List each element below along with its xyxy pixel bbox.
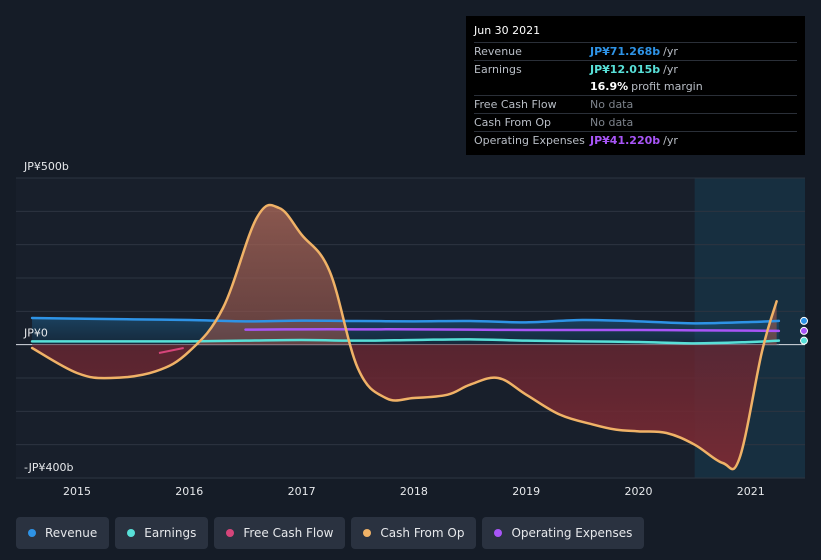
legend-dot: [494, 529, 503, 537]
x-axis-labels: 2015 2016 2017 2018 2019 2020 2021: [63, 485, 765, 498]
legend-label: Free Cash Flow: [243, 526, 334, 540]
tooltip-label: Cash From Op: [474, 116, 552, 129]
cash-from-op-area-negative: [32, 344, 777, 470]
legend-item-cash-from-op[interactable]: Cash From Op: [351, 517, 477, 549]
y-tick-label: JP¥0: [23, 327, 48, 340]
earnings-end-marker: [800, 336, 808, 345]
tooltip-row-revenue: Revenue JP¥71.268b /yr: [474, 43, 797, 61]
tooltip-value: No data: [590, 98, 634, 111]
tooltip-label: Earnings: [474, 63, 522, 76]
legend-label: Cash From Op: [380, 526, 465, 540]
legend-dot: [127, 529, 136, 537]
x-tick-label: 2016: [175, 485, 203, 498]
tooltip-row-operating-expenses: Operating Expenses JP¥41.220b /yr: [474, 132, 797, 149]
tooltip-date: Jun 30 2021: [474, 22, 797, 43]
free-cash-flow-segment: [158, 347, 184, 354]
revenue-line: [30, 316, 781, 325]
x-tick-label: 2020: [625, 485, 653, 498]
tooltip-row-earnings: Earnings JP¥12.015b /yr: [474, 61, 797, 78]
legend-label: Revenue: [45, 526, 98, 540]
legend-dot: [28, 529, 36, 537]
cash-from-op-line: [30, 203, 778, 471]
legend-item-revenue[interactable]: Revenue: [16, 517, 110, 549]
tooltip-value: JP¥12.015b: [590, 63, 661, 76]
legend-item-operating-expenses[interactable]: Operating Expenses: [482, 517, 645, 549]
revenue-end-marker: [800, 316, 808, 325]
legend-label: Operating Expenses: [511, 526, 633, 540]
legend-dot: [226, 529, 235, 537]
tooltip-unit: profit margin: [631, 80, 703, 93]
series-lines: [30, 203, 808, 471]
y-tick-label: JP¥500b: [23, 160, 69, 173]
tooltip-label: Free Cash Flow: [474, 98, 557, 111]
x-tick-label: 2017: [288, 485, 316, 498]
x-tick-label: 2019: [512, 485, 540, 498]
tooltip-label: [474, 78, 590, 95]
operating-expenses-line: [244, 328, 781, 333]
tooltip-row-cash-from-op: Cash From Op No data: [474, 114, 797, 132]
earnings-line: [30, 338, 781, 345]
legend-dot: [363, 529, 372, 537]
tooltip-row-free-cash-flow: Free Cash Flow No data: [474, 96, 797, 114]
tooltip-value: JP¥71.268b: [590, 45, 661, 58]
tooltip-unit: /yr: [663, 45, 678, 58]
tooltip-label: Revenue: [474, 45, 522, 58]
tooltip-unit: /yr: [663, 134, 678, 147]
legend-item-earnings[interactable]: Earnings: [115, 517, 209, 549]
y-axis-labels: JP¥500b JP¥0 -JP¥400b: [23, 160, 73, 474]
legend-label: Earnings: [144, 526, 197, 540]
tooltip-value: 16.9%: [590, 80, 629, 93]
operating-expenses-end-marker: [800, 326, 808, 335]
legend: Revenue Earnings Free Cash Flow Cash Fro…: [16, 517, 645, 549]
x-tick-label: 2018: [400, 485, 428, 498]
y-tick-label: -JP¥400b: [24, 461, 73, 474]
tooltip-value: JP¥41.220b: [590, 134, 661, 147]
x-tick-label: 2021: [737, 485, 765, 498]
tooltip-value: No data: [590, 116, 634, 129]
tooltip-label: Operating Expenses: [474, 134, 585, 147]
tooltip-panel: Jun 30 2021 Revenue JP¥71.268b /yr Earni…: [466, 16, 805, 155]
tooltip-unit: /yr: [663, 63, 678, 76]
legend-item-free-cash-flow[interactable]: Free Cash Flow: [214, 517, 346, 549]
x-tick-label: 2015: [63, 485, 91, 498]
tooltip-row-profit-margin: 16.9% profit margin: [474, 78, 797, 96]
